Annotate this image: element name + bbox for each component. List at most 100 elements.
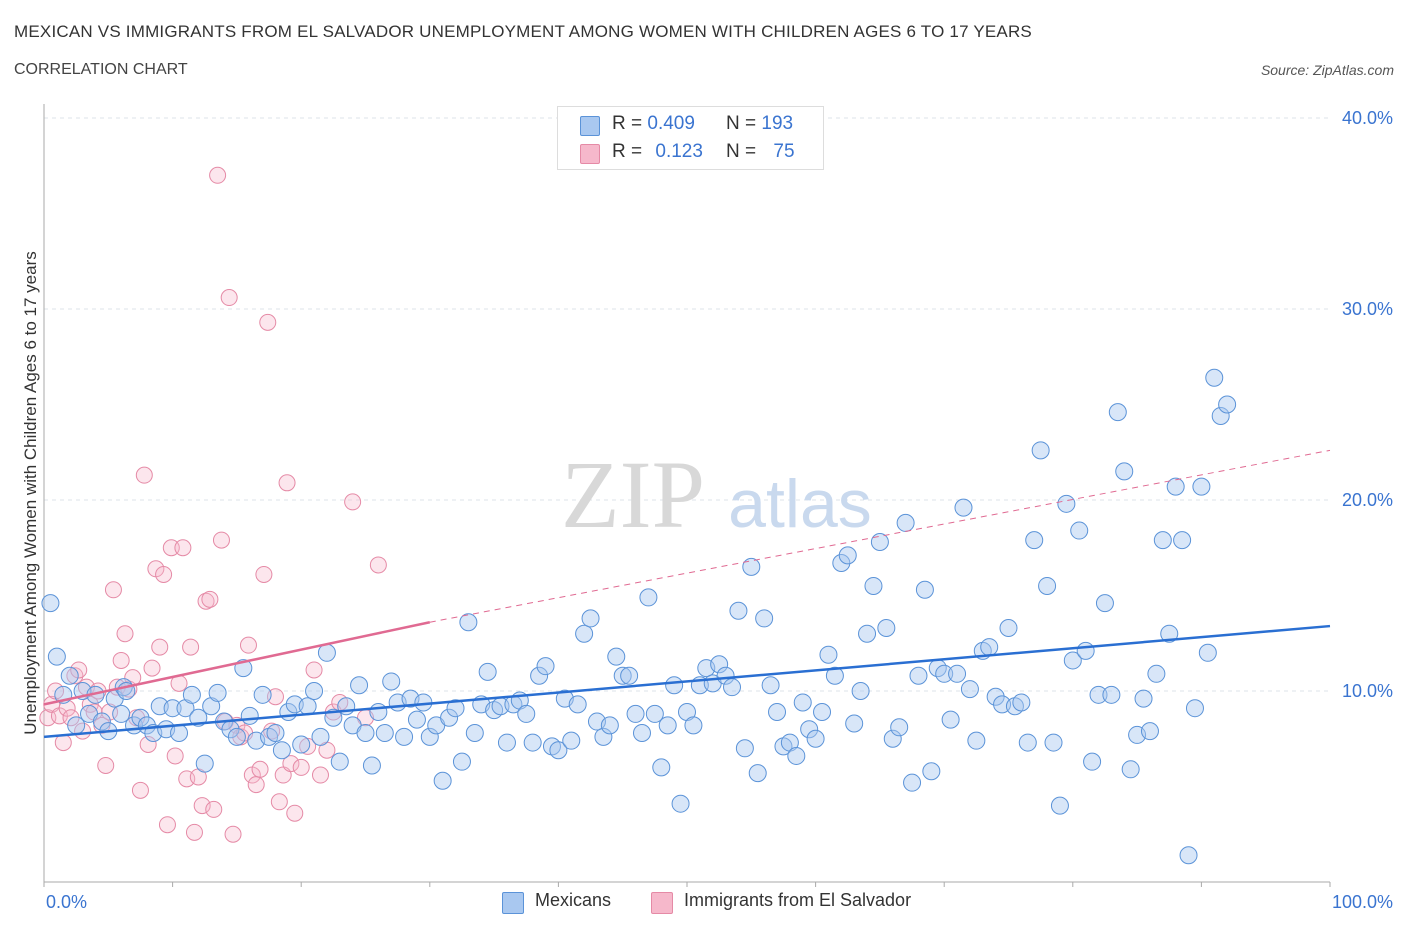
data-point-mexicans (1063, 651, 1082, 670)
data-point-salvador (139, 735, 157, 753)
data-point-mexicans (1076, 641, 1095, 660)
data-point-mexicans (877, 618, 896, 637)
data-point-mexicans (375, 724, 394, 743)
data-point-mexicans (948, 664, 967, 683)
data-point-salvador (251, 760, 269, 778)
y-axis-label: Unemployment Among Women with Children A… (21, 251, 40, 735)
y-tick-label: 10.0% (1342, 681, 1393, 701)
data-point-mexicans (793, 693, 812, 712)
data-point-mexicans (1205, 368, 1224, 387)
data-point-mexicans (446, 699, 465, 718)
data-point-salvador (97, 756, 115, 774)
data-point-mexicans (915, 580, 934, 599)
data-point-salvador (247, 776, 265, 794)
watermark-atlas: atlas (728, 466, 872, 542)
data-point-mexicans (935, 664, 954, 683)
salvador-points (39, 166, 387, 843)
data-point-mexicans (870, 533, 889, 552)
data-point-mexicans (838, 546, 857, 565)
n-label: N = (726, 113, 762, 134)
data-point-mexicans (433, 771, 452, 790)
data-point-mexicans (1070, 521, 1089, 540)
source-note: Source: ZipAtlas.com (1260, 62, 1394, 78)
data-point-mexicans (980, 638, 999, 657)
data-point-mexicans (350, 676, 369, 695)
data-point-salvador (135, 466, 153, 484)
data-point-mexicans (517, 704, 536, 723)
data-point-mexicans (858, 624, 877, 643)
data-point-mexicans (806, 729, 825, 748)
data-point-salvador (239, 636, 257, 654)
mexicans-trend-line (43, 624, 1331, 739)
data-point-mexicans (1095, 594, 1114, 613)
data-point-salvador (282, 755, 300, 773)
data-point-salvador (205, 800, 223, 818)
data-point-mexicans (735, 739, 754, 758)
data-point-mexicans (536, 657, 555, 676)
data-point-mexicans (755, 609, 774, 628)
gridlines (44, 117, 1330, 692)
data-point-mexicans (272, 741, 291, 760)
n-value: 75 (773, 141, 795, 162)
data-point-mexicans (170, 724, 189, 743)
x-tick-label: 0.0% (46, 892, 87, 912)
data-point-mexicans (195, 754, 214, 773)
data-point-mexicans (1018, 733, 1037, 752)
data-point-mexicans (47, 647, 66, 666)
y-tick-labels: 10.0% 20.0% 30.0% 40.0% (1342, 108, 1393, 701)
data-point-salvador (70, 661, 88, 679)
data-point-mexicans (761, 676, 780, 695)
data-point-mexicans (60, 666, 79, 685)
data-point-mexicans (1153, 531, 1172, 550)
data-point-mexicans (665, 676, 684, 695)
n-label: N = (726, 141, 762, 162)
data-point-salvador (104, 581, 122, 599)
data-point-mexicans (1147, 664, 1166, 683)
data-point-salvador (266, 688, 284, 706)
data-point-salvador (155, 565, 173, 583)
data-point-mexicans (626, 704, 645, 723)
data-point-mexicans (581, 609, 600, 628)
data-point-salvador (101, 703, 119, 721)
legend-swatch-mexicans (502, 892, 524, 914)
data-point-salvador (85, 703, 103, 721)
data-point-mexicans (684, 716, 703, 735)
data-point-mexicans (266, 724, 285, 743)
data-point-mexicans (568, 695, 587, 714)
x-tick-label: 100.0% (1332, 892, 1393, 912)
data-point-salvador (174, 539, 192, 557)
data-point-mexicans (395, 727, 414, 746)
data-point-mexicans (369, 703, 388, 722)
data-point-mexicans (742, 557, 761, 576)
chart-title: MEXICAN VS IMMIGRANTS FROM EL SALVADOR U… (14, 22, 1032, 41)
data-point-mexicans (1108, 403, 1127, 422)
data-point-mexicans (845, 714, 864, 733)
data-point-salvador (259, 313, 277, 331)
data-point-mexicans (311, 727, 330, 746)
data-point-mexicans (620, 666, 639, 685)
data-point-mexicans (305, 682, 324, 700)
data-point-mexicans (356, 724, 375, 743)
data-point-salvador (151, 638, 169, 656)
data-point-salvador (278, 474, 296, 492)
data-point-mexicans (1166, 477, 1185, 496)
data-point-mexicans (1050, 796, 1069, 815)
data-point-mexicans (999, 618, 1018, 637)
data-point-mexicans (1102, 685, 1121, 704)
data-point-mexicans (1211, 406, 1230, 425)
data-point-mexicans (825, 666, 844, 685)
y-tick-label: 40.0% (1342, 108, 1393, 128)
data-point-mexicans (317, 643, 336, 662)
trend-lines (43, 449, 1331, 739)
data-point-mexicans (1038, 576, 1057, 595)
data-point-mexicans (1140, 722, 1159, 741)
data-point-salvador (166, 747, 184, 765)
data-point-mexicans (420, 727, 439, 746)
data-point-salvador (131, 781, 149, 799)
data-point-mexicans (465, 724, 484, 743)
data-point-mexicans (896, 513, 915, 532)
data-point-mexicans (632, 724, 651, 743)
data-point-mexicans (883, 729, 902, 748)
x-tick-labels: 0.0% 100.0% (46, 892, 1393, 912)
salvador-trend-extension (429, 449, 1331, 623)
